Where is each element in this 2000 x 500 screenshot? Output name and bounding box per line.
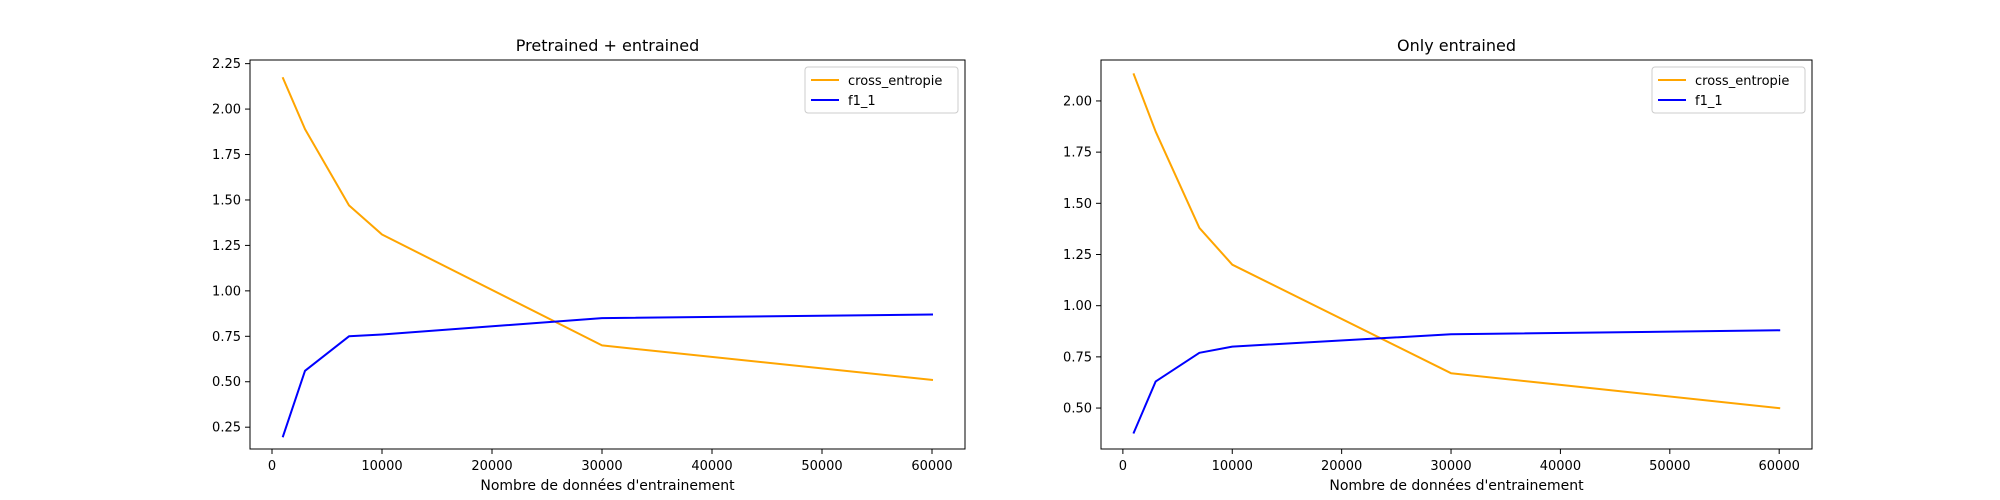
x-tick-label: 40000: [691, 459, 732, 474]
series-line-cross_entropie: [281, 76, 934, 381]
x-tick-label: 20000: [471, 459, 512, 474]
x-tick-label: 0: [268, 459, 276, 474]
series-line-cross_entropie: [1132, 73, 1781, 410]
y-tick-label: 1.25: [1063, 248, 1092, 263]
x-tick-label: 30000: [1430, 459, 1471, 474]
legend-box: [1651, 66, 1806, 114]
chart-title: Pretrained + entrained: [516, 36, 699, 55]
x-axis-label: Nombre de données d'entrainement: [480, 478, 735, 494]
x-tick-label: 50000: [801, 459, 842, 474]
axes-frame: [249, 59, 966, 450]
y-tick-label: 2.00: [212, 103, 241, 118]
y-tick-label: 0.50: [1063, 402, 1092, 417]
x-tick-label: 60000: [911, 459, 952, 474]
y-tick-label: 1.00: [1063, 299, 1092, 314]
chart-2: Only entrained 0 10000 20000 30000 40000 50000…: [1063, 36, 1813, 494]
chart-1: Pretrained + entrained 0 10000 20000 30000 40…: [212, 36, 966, 494]
legend-label-f1_1: f1_1: [1695, 94, 1723, 109]
y-tick-label: 1.50: [212, 193, 241, 208]
x-tick-label: 50000: [1649, 459, 1690, 474]
x-tick-label: 0: [1119, 459, 1127, 474]
chart-title: Only entrained: [1397, 36, 1516, 55]
x-tick-label: 10000: [1212, 459, 1253, 474]
y-tick-label: 1.75: [212, 148, 241, 163]
y-tick-label: 1.00: [212, 284, 241, 299]
x-tick-label: 60000: [1759, 459, 1800, 474]
x-tick-label: 20000: [1321, 459, 1362, 474]
y-tick-label: 0.50: [212, 375, 241, 390]
series-line-f1_1: [1132, 329, 1781, 434]
legend-label-cross_entropie: cross_entropie: [848, 74, 942, 89]
y-tick-label: 2.25: [212, 57, 241, 72]
y-tick-label: 1.75: [1063, 146, 1092, 161]
y-tick-label: 0.75: [212, 330, 241, 345]
legend: cross_entropie f1_1: [804, 66, 959, 114]
y-tick-label: 2.00: [1063, 94, 1092, 109]
legend: cross_entropie f1_1: [1651, 66, 1806, 114]
y-tick-label: 0.75: [1063, 350, 1092, 365]
x-axis-label: Nombre de données d'entrainement: [1329, 478, 1584, 494]
x-tick-label: 10000: [361, 459, 402, 474]
x-tick-label: 40000: [1540, 459, 1581, 474]
x-tick-label: 30000: [581, 459, 622, 474]
legend-label-cross_entropie: cross_entropie: [1695, 74, 1789, 89]
y-tick-label: 1.50: [1063, 197, 1092, 212]
legend-label-f1_1: f1_1: [848, 94, 876, 109]
legend-box: [804, 66, 959, 114]
y-tick-label: 1.25: [212, 239, 241, 254]
series-line-f1_1: [281, 313, 934, 438]
y-tick-label: 0.25: [212, 421, 241, 436]
